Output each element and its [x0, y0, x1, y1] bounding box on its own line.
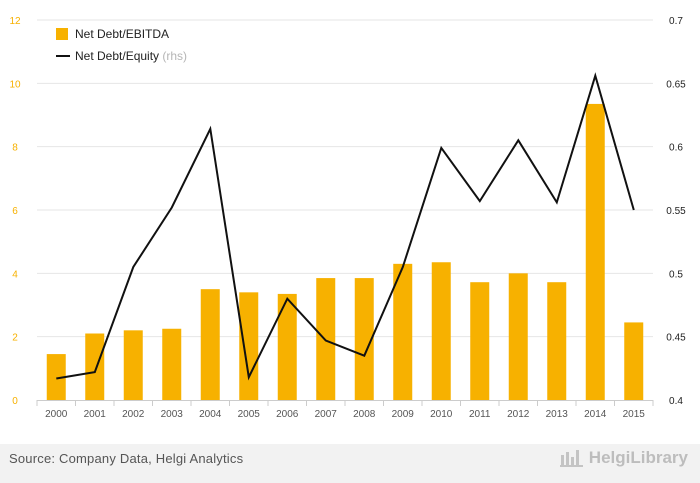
- right-axis-tick-label: 0.6: [669, 143, 683, 154]
- x-tick-label: 2013: [546, 409, 569, 420]
- x-tick-label: 2002: [122, 409, 145, 420]
- x-tick-label: 2000: [45, 409, 68, 420]
- legend: Net Debt/EBITDA Net Debt/Equity (rhs): [56, 27, 187, 63]
- legend-label-bar: Net Debt/EBITDA: [75, 27, 169, 41]
- right-axis-tick-label: 0.55: [666, 206, 686, 217]
- legend-rhs-suffix: (rhs): [162, 49, 187, 63]
- x-tick-label: 2004: [199, 409, 222, 420]
- left-axis-tick-label: 4: [12, 269, 18, 280]
- x-tick-label: 2011: [469, 409, 491, 420]
- x-tick-label: 2012: [507, 409, 530, 420]
- source-note: Source: Company Data, Helgi Analytics: [9, 451, 244, 466]
- x-tick-label: 2006: [276, 409, 299, 420]
- legend-swatch-bar: [56, 28, 68, 40]
- bar-2009: [393, 263, 413, 400]
- right-axis-tick-label: 0.4: [669, 396, 683, 407]
- bar-2005: [239, 292, 259, 400]
- bar-2008: [354, 278, 374, 400]
- right-axis-tick-label: 0.7: [669, 16, 683, 27]
- legend-label-line: Net Debt/Equity (rhs): [75, 49, 187, 63]
- bar-2013: [547, 282, 567, 400]
- x-tick-label: 2015: [623, 409, 646, 420]
- line-series-net-debt-equity: [56, 72, 635, 381]
- x-axis-ticks: 2000 2001 2002 2003 2004 2005 2006 2007 2008 2009…: [36, 400, 654, 420]
- x-tick-label: 2010: [430, 409, 453, 420]
- bar-2002: [123, 330, 143, 400]
- left-axis-tick-label: 6: [12, 206, 18, 217]
- bar-2006: [277, 293, 297, 400]
- bar-2003: [162, 328, 182, 400]
- brand-name: HelgiLibrary: [588, 448, 688, 467]
- bar-2015: [624, 322, 644, 400]
- right-axis-tick-label: 0.45: [666, 333, 686, 344]
- left-axis: 0 2 4 6 8 10 12: [9, 16, 21, 407]
- x-tick-label: 2005: [238, 409, 261, 420]
- bar-2014: [585, 103, 605, 401]
- left-axis-tick-label: 0: [12, 396, 18, 407]
- left-axis-tick-label: 10: [9, 79, 21, 90]
- left-axis-tick-label: 2: [12, 333, 18, 344]
- combo-chart: 2000 2001 2002 2003 2004 2005 2006 2007 2008 2009…: [9, 16, 686, 420]
- right-axis: 0.4 0.45 0.5 0.55 0.6 0.65 0.7: [666, 16, 686, 407]
- bar-series: [46, 103, 644, 401]
- right-axis-tick-label: 0.5: [669, 269, 683, 280]
- x-tick-label: 2014: [584, 409, 607, 420]
- right-axis-tick-label: 0.65: [666, 79, 686, 90]
- x-tick-label: 2001: [84, 409, 107, 420]
- library-icon: [559, 450, 583, 467]
- footer-band: [0, 444, 700, 483]
- left-axis-tick-label: 12: [9, 16, 21, 27]
- x-tick-label: 2007: [315, 409, 338, 420]
- bar-2012: [508, 273, 528, 400]
- bar-2011: [470, 282, 490, 400]
- brand-logo: HelgiLibrary: [559, 448, 688, 468]
- x-tick-label: 2008: [353, 409, 376, 420]
- bar-2004: [200, 289, 220, 400]
- bar-2000: [46, 354, 66, 400]
- bar-2001: [85, 333, 105, 400]
- left-axis-tick-label: 8: [12, 143, 18, 154]
- x-tick-label: 2009: [392, 409, 415, 420]
- x-tick-label: 2003: [161, 409, 184, 420]
- bar-2010: [431, 262, 451, 400]
